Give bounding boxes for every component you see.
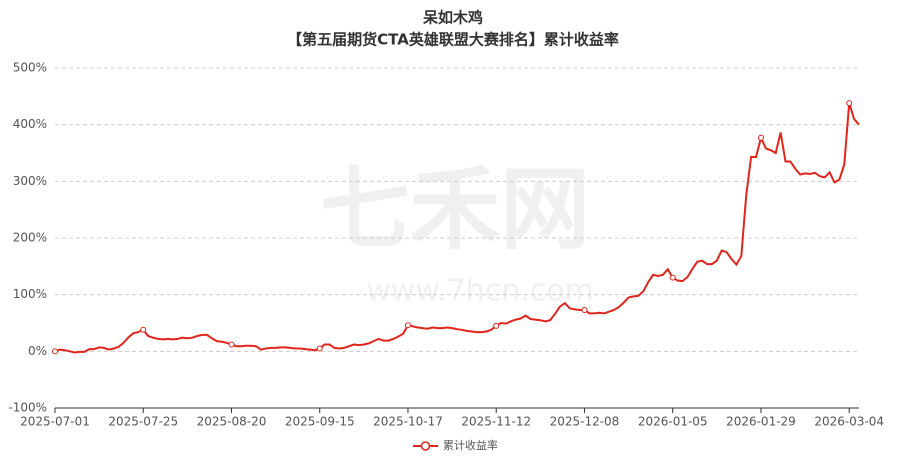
x-tick-label: 2025-09-15 <box>285 415 355 429</box>
x-tick-label: 2025-11-12 <box>461 415 531 429</box>
chart-title: 呆如木鸡 <box>422 9 483 27</box>
point-marker <box>228 341 235 348</box>
point-marker <box>757 134 764 141</box>
y-tick-label: 0% <box>28 344 47 358</box>
x-tick-label: 2025-10-17 <box>373 415 443 429</box>
y-tick-label: 400% <box>13 117 47 131</box>
y-tick-label: 100% <box>13 287 47 301</box>
point-marker <box>404 322 411 329</box>
x-tick-label: 2026-03-04 <box>814 415 884 429</box>
y-tick-label: 200% <box>13 231 47 245</box>
y-tick-label: 500% <box>13 61 47 75</box>
x-tick-label: 2026-01-29 <box>726 415 796 429</box>
y-tick-label: -100% <box>8 401 47 415</box>
x-tick-label: 2026-01-05 <box>638 415 708 429</box>
point-marker <box>669 274 676 281</box>
point-marker <box>140 326 147 333</box>
point-marker <box>316 345 323 352</box>
series-line <box>54 102 860 354</box>
x-tick-label: 2025-08-20 <box>197 415 267 429</box>
y-tick-label: 300% <box>13 174 47 188</box>
point-marker <box>493 322 500 329</box>
chart-subtitle: 【第五届期货CTA英雄联盟大赛排名】累计收益率 <box>287 31 619 49</box>
point-marker <box>52 348 58 355</box>
x-tick-label: 2025-12-08 <box>550 415 620 429</box>
watermark: 七禾网 <box>320 157 590 262</box>
legend-marker <box>420 441 431 451</box>
point-marker <box>581 306 588 313</box>
point-marker <box>846 100 853 107</box>
legend-label: 累计收益率 <box>443 438 498 452</box>
watermark: www.7hcn.com <box>366 274 594 309</box>
x-tick-label: 2025-07-25 <box>108 415 178 429</box>
x-tick-label: 2025-07-01 <box>20 415 90 429</box>
